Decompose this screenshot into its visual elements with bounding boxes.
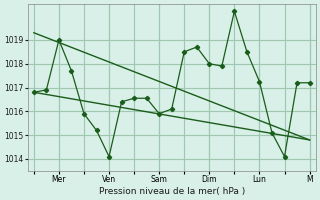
X-axis label: Pression niveau de la mer( hPa ): Pression niveau de la mer( hPa )	[99, 187, 245, 196]
